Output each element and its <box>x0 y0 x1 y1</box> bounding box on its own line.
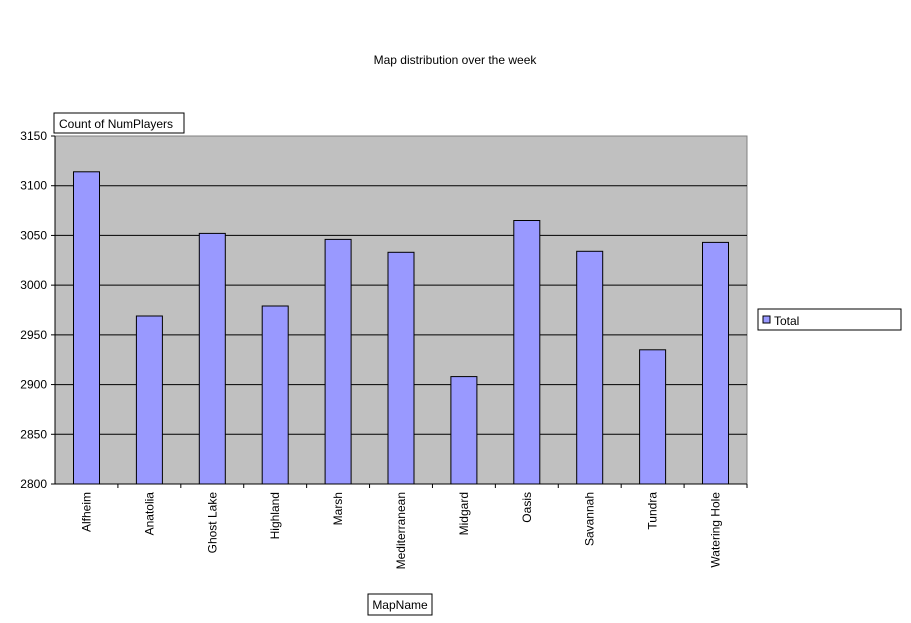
x-tick-label: Mediterranean <box>394 492 408 569</box>
x-axis-ticks: Alfheim Anatolia Ghost Lake Highland Marsh Me… <box>79 484 748 569</box>
bar-mediterranean[interactable] <box>387 251 415 485</box>
x-tick-label: Oasis <box>520 492 534 523</box>
bar-highland[interactable] <box>261 305 289 485</box>
chart-title: Map distribution over the week <box>374 53 538 67</box>
y-tick-label: 2800 <box>20 477 47 491</box>
x-tick-label: Marsh <box>331 492 345 525</box>
category-field-box[interactable] <box>367 593 433 616</box>
legend-swatch <box>762 315 771 324</box>
data-field-box[interactable] <box>53 112 185 134</box>
bar-alfheim[interactable] <box>73 171 100 485</box>
legend-label-total: Total <box>774 314 799 328</box>
category-field-label: MapName <box>372 598 428 612</box>
y-tick-label: 3100 <box>20 179 47 193</box>
bar-watering-hole[interactable] <box>702 241 729 485</box>
bar-midgard[interactable] <box>450 376 478 485</box>
x-tick-label: Anatolia <box>142 492 156 536</box>
x-tick-label: Savannah <box>583 492 597 546</box>
data-field-label: Count of NumPlayers <box>59 117 173 131</box>
x-tick-label: Watering Hole <box>709 492 723 568</box>
y-tick-label: 3000 <box>20 278 47 292</box>
bar-savannah[interactable] <box>576 250 604 485</box>
x-tick-label: Midgard <box>457 492 471 535</box>
bar-tundra[interactable] <box>639 349 667 485</box>
bar-marsh[interactable] <box>324 238 352 485</box>
x-tick-label: Highland <box>268 492 282 539</box>
y-tick-label: 2900 <box>20 378 47 392</box>
y-tick-label: 2850 <box>20 427 47 441</box>
data-field-button[interactable]: Count of NumPlayers <box>53 112 185 134</box>
y-tick-label: 3050 <box>20 228 47 242</box>
x-tick-label: Tundra <box>646 492 660 530</box>
bars <box>73 171 729 485</box>
bar-oasis[interactable] <box>513 220 541 485</box>
x-tick-label: Ghost Lake <box>205 492 219 554</box>
category-field-button[interactable]: MapName <box>367 593 433 616</box>
y-axis-ticks: 2800 2850 2900 2950 3000 3050 3100 3150 <box>20 129 55 491</box>
legend-box <box>757 308 902 331</box>
bar-ghost-lake[interactable] <box>198 232 226 485</box>
bar-anatolia[interactable] <box>135 315 163 485</box>
y-tick-label: 2950 <box>20 328 47 342</box>
x-tick-label: Alfheim <box>79 492 93 532</box>
y-tick-label: 3150 <box>20 129 47 143</box>
legend: Total <box>757 308 902 331</box>
